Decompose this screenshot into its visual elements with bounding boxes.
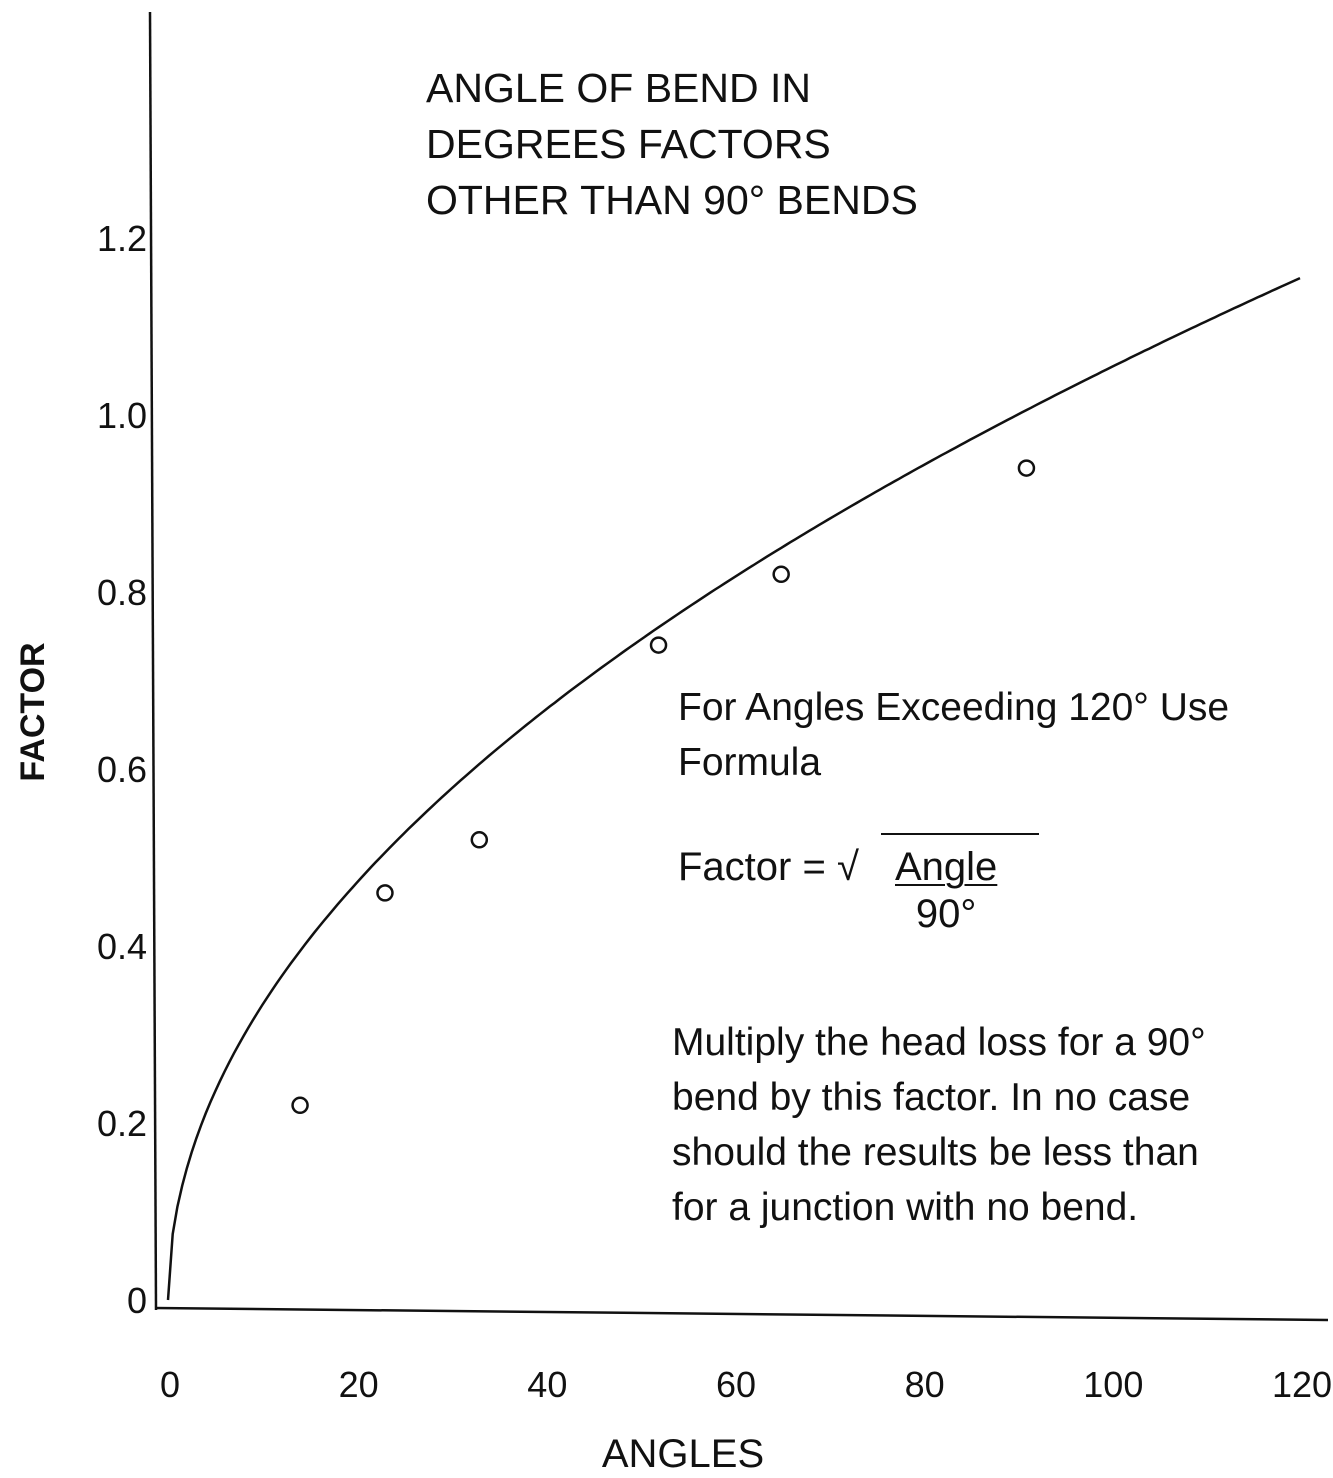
formula-denominator: 90° <box>915 892 977 936</box>
y-tick-label: 0 <box>127 1280 147 1321</box>
note-line: For Angles Exceeding 120° Use <box>678 686 1230 729</box>
data-point <box>470 831 489 849</box>
title-line: ANGLE OF BEND IN <box>426 65 812 111</box>
y-tick-label: 1.2 <box>97 218 147 259</box>
fit-curve-line <box>166 276 1301 1301</box>
factor-formula: Factor = √ Angle 90° <box>678 833 1039 936</box>
note-line: Formula <box>678 741 822 784</box>
x-tick-label: 20 <box>339 1364 379 1405</box>
y-tick-label: 0.2 <box>97 1103 147 1144</box>
x-axis-line <box>154 1306 1329 1322</box>
x-tick-label: 60 <box>716 1364 756 1405</box>
data-points <box>291 459 1036 1115</box>
instruction-note: Multiply the head loss for a 90° bend by… <box>672 1015 1206 1235</box>
x-tick-label: 80 <box>905 1364 945 1405</box>
y-tick-label: 0.8 <box>97 572 147 613</box>
y-tick-label: 0.6 <box>97 749 147 790</box>
x-tick-label: 100 <box>1083 1364 1143 1405</box>
instruction-line: bend by this factor. In no case <box>672 1076 1191 1119</box>
x-tick-labels: 0 20 40 60 80 100 120 <box>160 1364 1332 1405</box>
y-tick-label: 1.0 <box>97 395 147 436</box>
formula-numerator: Angle <box>895 845 998 889</box>
y-axis-line <box>148 11 158 1311</box>
data-point <box>1017 459 1036 477</box>
radical-bar <box>881 833 1039 835</box>
x-tick-label: 0 <box>160 1364 180 1405</box>
data-point <box>291 1096 309 1115</box>
data-point <box>376 884 394 902</box>
y-tick-labels: 0 0.2 0.4 0.6 0.8 1.0 1.2 <box>97 218 147 1321</box>
instruction-line: for a junction with no bend. <box>672 1186 1139 1229</box>
data-point <box>772 565 790 584</box>
angle-note: For Angles Exceeding 120° Use Formula <box>678 680 1229 790</box>
x-tick-label: 40 <box>527 1364 567 1405</box>
x-tick-label: 120 <box>1272 1364 1332 1405</box>
formula-lhs: Factor = √ <box>678 845 859 889</box>
x-axis-title: ANGLES <box>602 1432 764 1476</box>
title-line: OTHER THAN 90° BENDS <box>426 177 918 223</box>
instruction-line: should the results be less than <box>672 1131 1199 1174</box>
title-line: DEGREES FACTORS <box>426 121 831 167</box>
data-point <box>649 636 668 654</box>
formula-fraction: Angle 90° <box>895 845 997 937</box>
y-axis-title: FACTOR <box>14 642 52 781</box>
y-tick-label: 0.4 <box>97 926 147 967</box>
chart-title: ANGLE OF BEND IN DEGREES FACTORS OTHER T… <box>426 60 918 228</box>
instruction-line: Multiply the head loss for a 90° <box>672 1021 1206 1064</box>
